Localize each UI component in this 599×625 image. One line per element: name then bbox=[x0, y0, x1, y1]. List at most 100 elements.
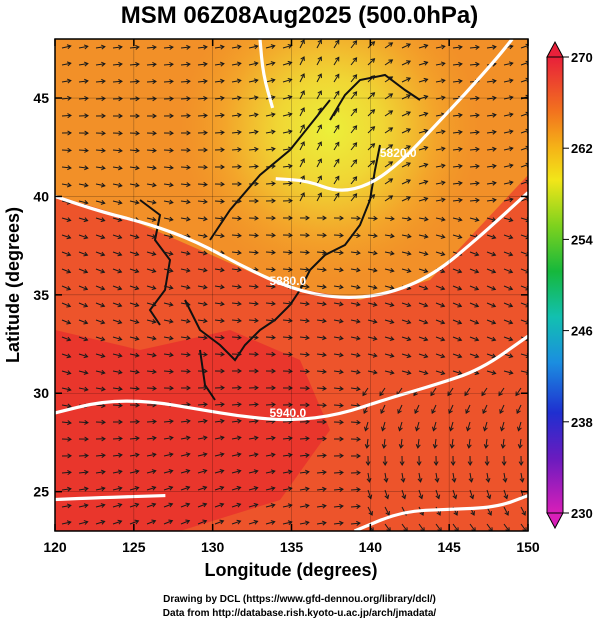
wind-arrow bbox=[95, 285, 105, 290]
wind-arrow bbox=[435, 45, 445, 49]
wind-arrow bbox=[452, 489, 457, 499]
wind-arrow bbox=[95, 268, 105, 273]
wind-arrow bbox=[265, 453, 275, 457]
wind-arrowhead bbox=[399, 461, 405, 466]
wind-arrowhead bbox=[287, 95, 293, 100]
wind-arrowhead bbox=[117, 302, 123, 308]
wind-arrow bbox=[163, 336, 173, 340]
wind-arrow bbox=[503, 489, 508, 499]
wind-arrowhead bbox=[457, 268, 463, 274]
wind-arrowhead bbox=[83, 486, 89, 492]
wind-arrowhead bbox=[300, 107, 305, 113]
wind-arrowhead bbox=[287, 77, 293, 83]
wind-arrow bbox=[78, 504, 88, 508]
wind-arrowhead bbox=[406, 353, 412, 359]
wind-arrowhead bbox=[440, 319, 446, 325]
wind-arrowhead bbox=[423, 353, 429, 359]
wind-arrowhead bbox=[458, 112, 463, 118]
wind-arrowhead bbox=[449, 444, 455, 449]
wind-arrowhead bbox=[322, 249, 327, 255]
wind-arrowhead bbox=[334, 124, 340, 130]
wind-arrow bbox=[418, 112, 428, 117]
wind-arrow bbox=[163, 420, 174, 423]
wind-arrowhead bbox=[219, 435, 225, 441]
credits: Drawing by DCL (https://www.gfd-dennou.o… bbox=[0, 593, 599, 621]
wind-arrowhead bbox=[317, 107, 322, 113]
wind-arrow bbox=[452, 217, 462, 221]
wind-arrow bbox=[435, 251, 445, 256]
wind-arrow bbox=[520, 147, 528, 151]
wind-arrowhead bbox=[440, 302, 446, 308]
wind-arrow bbox=[486, 199, 496, 202]
wind-arrowhead bbox=[352, 193, 358, 198]
wind-arrow bbox=[333, 353, 343, 356]
wind-arrowhead bbox=[389, 369, 395, 375]
wind-arrow bbox=[78, 234, 88, 239]
wind-arrowhead bbox=[389, 285, 395, 290]
wind-arrow bbox=[78, 353, 88, 358]
wind-arrow bbox=[299, 370, 310, 373]
wind-arrowhead bbox=[117, 486, 123, 492]
wind-arrowhead bbox=[505, 527, 510, 531]
wind-arrowhead bbox=[440, 234, 446, 239]
wind-arrow bbox=[78, 387, 88, 391]
wind-arrowhead bbox=[406, 370, 412, 375]
wind-arrowhead bbox=[169, 44, 174, 50]
wind-arrow bbox=[78, 80, 88, 83]
wind-arrow bbox=[282, 487, 292, 491]
wind-arrow bbox=[418, 78, 428, 83]
wind-arrow bbox=[129, 149, 140, 152]
wind-arrow bbox=[95, 353, 105, 357]
wind-arrowhead bbox=[440, 95, 446, 101]
wind-arrow bbox=[350, 142, 357, 151]
wind-arrowhead bbox=[481, 391, 486, 397]
wind-arrow bbox=[367, 370, 377, 374]
wind-arrow bbox=[197, 486, 207, 491]
wind-arrowhead bbox=[305, 215, 310, 221]
wind-arrowhead bbox=[253, 61, 259, 67]
wind-arrow bbox=[95, 487, 105, 491]
x-tick-label: 145 bbox=[437, 539, 461, 555]
wind-arrow bbox=[333, 251, 344, 254]
wind-arrowhead bbox=[67, 453, 72, 459]
wind-arrow bbox=[350, 40, 357, 49]
wind-arrowhead bbox=[355, 369, 361, 375]
wind-arrowhead bbox=[300, 56, 305, 62]
wind-arrowhead bbox=[203, 61, 208, 67]
wind-arrow bbox=[384, 353, 394, 357]
wind-arrowhead bbox=[355, 284, 361, 290]
wind-arrowhead bbox=[271, 249, 276, 255]
wind-arrow bbox=[401, 353, 411, 358]
wind-arrow bbox=[486, 268, 496, 273]
wind-arrowhead bbox=[152, 62, 157, 67]
wind-arrow bbox=[448, 404, 454, 414]
wind-arrowhead bbox=[101, 130, 106, 136]
wind-arrowhead bbox=[220, 233, 225, 239]
wind-arrow bbox=[384, 251, 394, 255]
wind-arrow bbox=[78, 421, 89, 424]
wind-arrow bbox=[282, 165, 292, 168]
wind-arrow bbox=[418, 523, 425, 531]
wind-arrowhead bbox=[185, 468, 191, 474]
wind-arrowhead bbox=[317, 73, 322, 79]
wind-arrowhead bbox=[83, 44, 89, 50]
wind-arrowhead bbox=[423, 251, 429, 256]
wind-arrow bbox=[418, 234, 428, 238]
wind-arrowhead bbox=[100, 386, 106, 392]
wind-arrowhead bbox=[492, 129, 497, 135]
wind-arrowhead bbox=[134, 268, 140, 274]
wind-arrow bbox=[299, 521, 309, 525]
wind-arrow bbox=[231, 302, 241, 305]
wind-arrowhead bbox=[334, 56, 340, 62]
wind-arrow bbox=[333, 488, 344, 491]
wind-arrow bbox=[197, 268, 207, 272]
wind-arrow bbox=[163, 200, 173, 204]
wind-arrow bbox=[520, 217, 528, 221]
wind-arrowhead bbox=[356, 504, 361, 509]
wind-arrowhead bbox=[356, 215, 361, 221]
wind-arrow bbox=[265, 470, 275, 474]
wind-arrow bbox=[95, 251, 105, 256]
wind-arrow bbox=[503, 217, 513, 222]
wind-arrow bbox=[401, 251, 411, 255]
wind-arrowhead bbox=[288, 452, 293, 458]
